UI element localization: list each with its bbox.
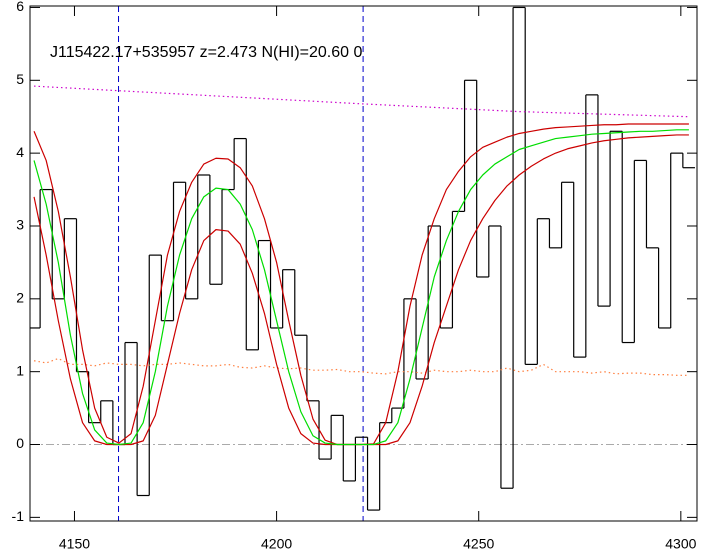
y-tick-label: 6: [16, 0, 24, 14]
x-tick-label: 4200: [261, 536, 292, 552]
x-tick-label: 4300: [665, 536, 696, 552]
y-tick-label: 2: [16, 290, 24, 306]
plot-area: [30, 6, 697, 521]
y-tick-label: 0: [16, 435, 24, 451]
x-tick-label: 4250: [463, 536, 494, 552]
axes-frame: [29, 5, 698, 522]
y-tick-label: 1: [16, 362, 24, 378]
y-tick-label: 5: [16, 71, 24, 87]
y-tick-label: -1: [12, 508, 25, 524]
y-tick-label: 4: [16, 144, 24, 160]
x-tick-label: 4150: [59, 536, 90, 552]
model-curve: [33, 129, 689, 446]
chart-title: J115422.17+535957 z=2.473 N(HI)=20.60 0: [50, 44, 362, 61]
y-tick-label: 3: [16, 217, 24, 233]
